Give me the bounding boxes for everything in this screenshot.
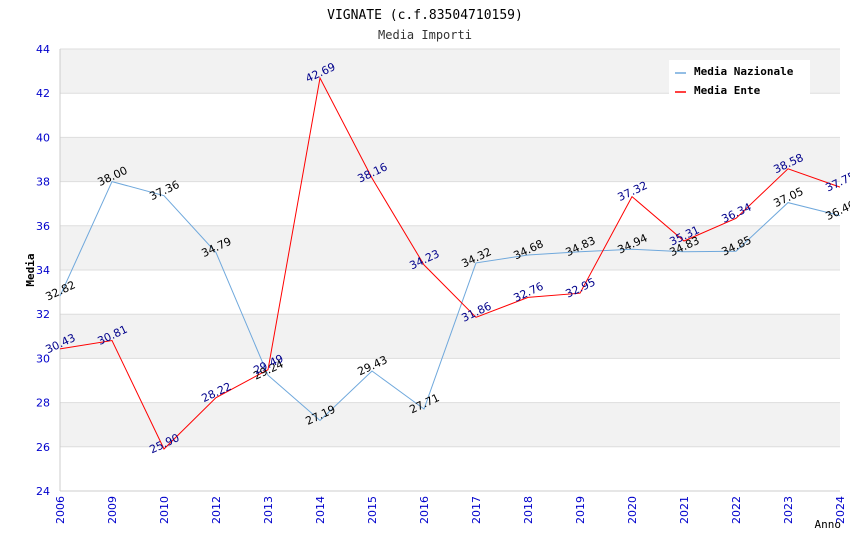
grid-band <box>60 225 840 270</box>
x-tick-label: 2015 <box>366 496 379 524</box>
x-tick-label: 2024 <box>834 496 847 524</box>
legend-label-ente: Media Ente <box>694 84 761 97</box>
x-tick-label: 2018 <box>522 496 535 524</box>
x-tick-label: 2019 <box>574 496 587 524</box>
y-tick-label: 38 <box>36 176 50 189</box>
x-tick-label: 2022 <box>730 496 743 524</box>
x-tick-label: 2010 <box>158 496 171 524</box>
grid-bands <box>60 49 840 491</box>
y-tick-label: 36 <box>36 220 50 233</box>
legend-box <box>669 60 810 100</box>
grid-band <box>60 402 840 447</box>
chart-title: VIGNATE (c.f.83504710159) <box>327 8 523 23</box>
grid-band <box>60 181 840 226</box>
grid-band <box>60 93 840 138</box>
y-tick-label: 32 <box>36 308 50 321</box>
x-axis-label: Anno <box>815 518 842 531</box>
x-tick-label: 2013 <box>262 496 275 524</box>
series-lines <box>59 76 841 450</box>
x-tick-label: 2012 <box>210 496 223 524</box>
chart-subtitle: Media Importi <box>378 28 472 42</box>
y-tick-label: 26 <box>36 441 50 454</box>
legend-label-nazionale: Media Nazionale <box>694 65 794 78</box>
y-tick-label: 28 <box>36 397 50 410</box>
y-tick-label: 42 <box>36 87 50 100</box>
x-tick-label: 2009 <box>106 496 119 524</box>
x-tick-label: 2016 <box>418 496 431 524</box>
y-tick-label: 30 <box>36 352 50 365</box>
grid-band <box>60 137 840 182</box>
series-line-ente <box>59 76 841 450</box>
grid-band <box>60 446 840 491</box>
series-line-nazionale <box>59 181 841 422</box>
y-tick-label: 44 <box>36 43 50 56</box>
y-tick-label: 24 <box>36 485 50 498</box>
x-tick-label: 2006 <box>54 496 67 524</box>
x-tick-label: 2017 <box>470 496 483 524</box>
y-axis-label: Media <box>24 253 37 286</box>
y-tick-label: 34 <box>36 264 50 277</box>
x-tick-label: 2021 <box>678 496 691 524</box>
x-tick-label: 2023 <box>782 496 795 524</box>
grid-band <box>60 358 840 403</box>
x-tick-label: 2020 <box>626 496 639 524</box>
y-tick-label: 40 <box>36 131 50 144</box>
legend: Media Nazionale Media Ente <box>669 60 810 100</box>
x-tick-label: 2014 <box>314 496 327 524</box>
axes: 24 26 28 30 32 34 36 38 40 42 44 2006 2009 2010 2012 20… <box>36 43 847 524</box>
grid-band <box>60 270 840 315</box>
